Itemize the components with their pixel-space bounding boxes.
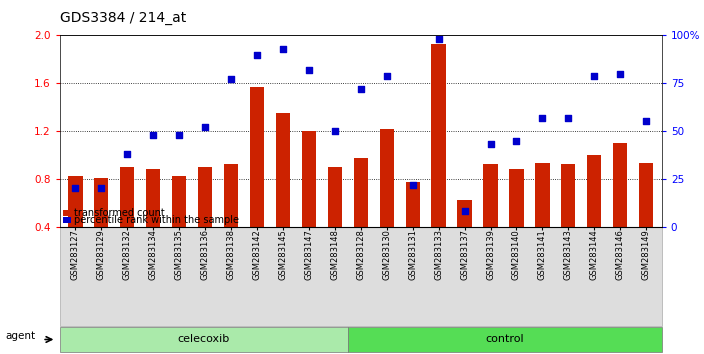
Bar: [224, 164, 238, 274]
Bar: [509, 169, 524, 274]
Point: [277, 46, 289, 52]
Text: celecoxib: celecoxib: [177, 335, 230, 344]
Point: [381, 73, 392, 78]
Bar: [406, 182, 420, 274]
Point: [589, 73, 600, 78]
Point: [407, 182, 418, 187]
Point: [148, 132, 159, 138]
Text: GDS3384 / 214_at: GDS3384 / 214_at: [60, 11, 186, 25]
Text: percentile rank within the sample: percentile rank within the sample: [74, 215, 239, 225]
Bar: [639, 163, 653, 274]
Point: [536, 115, 548, 120]
Point: [70, 185, 81, 191]
Bar: [172, 176, 187, 274]
Bar: [353, 159, 368, 274]
Point: [459, 209, 470, 214]
Bar: [302, 131, 316, 274]
Point: [511, 138, 522, 143]
Point: [615, 71, 626, 76]
Bar: [94, 178, 108, 274]
Bar: [120, 167, 134, 274]
Point: [199, 124, 210, 130]
Bar: [458, 200, 472, 274]
Point: [433, 36, 444, 42]
Text: transformed count: transformed count: [74, 208, 165, 218]
Bar: [250, 87, 264, 274]
Point: [225, 76, 237, 82]
Bar: [587, 155, 601, 274]
Point: [174, 132, 185, 138]
Bar: [561, 164, 575, 274]
Bar: [484, 164, 498, 274]
Point: [303, 67, 315, 73]
Text: agent: agent: [6, 331, 36, 341]
Bar: [68, 176, 82, 274]
Bar: [613, 143, 627, 274]
Bar: [379, 129, 394, 274]
Point: [251, 52, 263, 57]
Bar: [146, 169, 161, 274]
Point: [122, 151, 133, 157]
Point: [96, 185, 107, 191]
Bar: [328, 167, 342, 274]
Point: [641, 119, 652, 124]
Bar: [276, 113, 290, 274]
Point: [485, 142, 496, 147]
Point: [355, 86, 366, 92]
Bar: [432, 44, 446, 274]
Bar: [198, 167, 213, 274]
Bar: [535, 163, 550, 274]
Point: [329, 128, 341, 134]
Text: control: control: [486, 335, 524, 344]
Point: [562, 115, 574, 120]
